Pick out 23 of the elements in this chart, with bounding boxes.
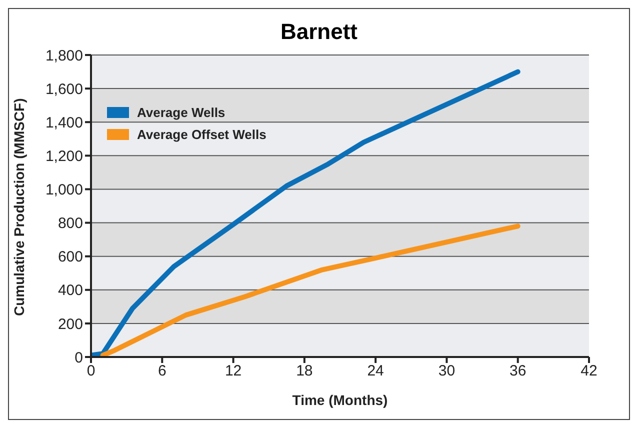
legend-label: Average Wells (137, 104, 226, 120)
y-tick-label: 400 (58, 282, 83, 300)
x-tick-label: 12 (224, 362, 242, 380)
x-tick-label: 36 (510, 362, 526, 380)
x-tick-label: 42 (580, 362, 598, 380)
y-tick-label: 800 (58, 215, 83, 232)
x-axis-title: Time (Months) (292, 392, 388, 408)
y-tick-label: 1,000 (45, 182, 83, 199)
y-tick-label: 0 (74, 349, 83, 366)
y-tick-label: 600 (58, 248, 83, 266)
legend-label: Average Offset Wells (137, 126, 266, 142)
x-tick-label: 6 (158, 362, 166, 380)
y-axis-title: Cumulative Production (MMSCF) (10, 98, 27, 316)
x-tick-label: 0 (86, 362, 96, 380)
x-tick-label: 30 (438, 362, 456, 380)
y-tick-label: 1,800 (45, 47, 83, 64)
y-tick-label: 1,600 (45, 80, 83, 98)
x-tick-label: 18 (296, 362, 313, 380)
y-tick-label: 200 (58, 316, 83, 333)
y-tick-label: 1,400 (45, 114, 83, 132)
chart-title: Barnett (279, 19, 358, 46)
x-tick-label: 24 (367, 362, 384, 380)
y-tick-label: 1,200 (45, 148, 83, 165)
